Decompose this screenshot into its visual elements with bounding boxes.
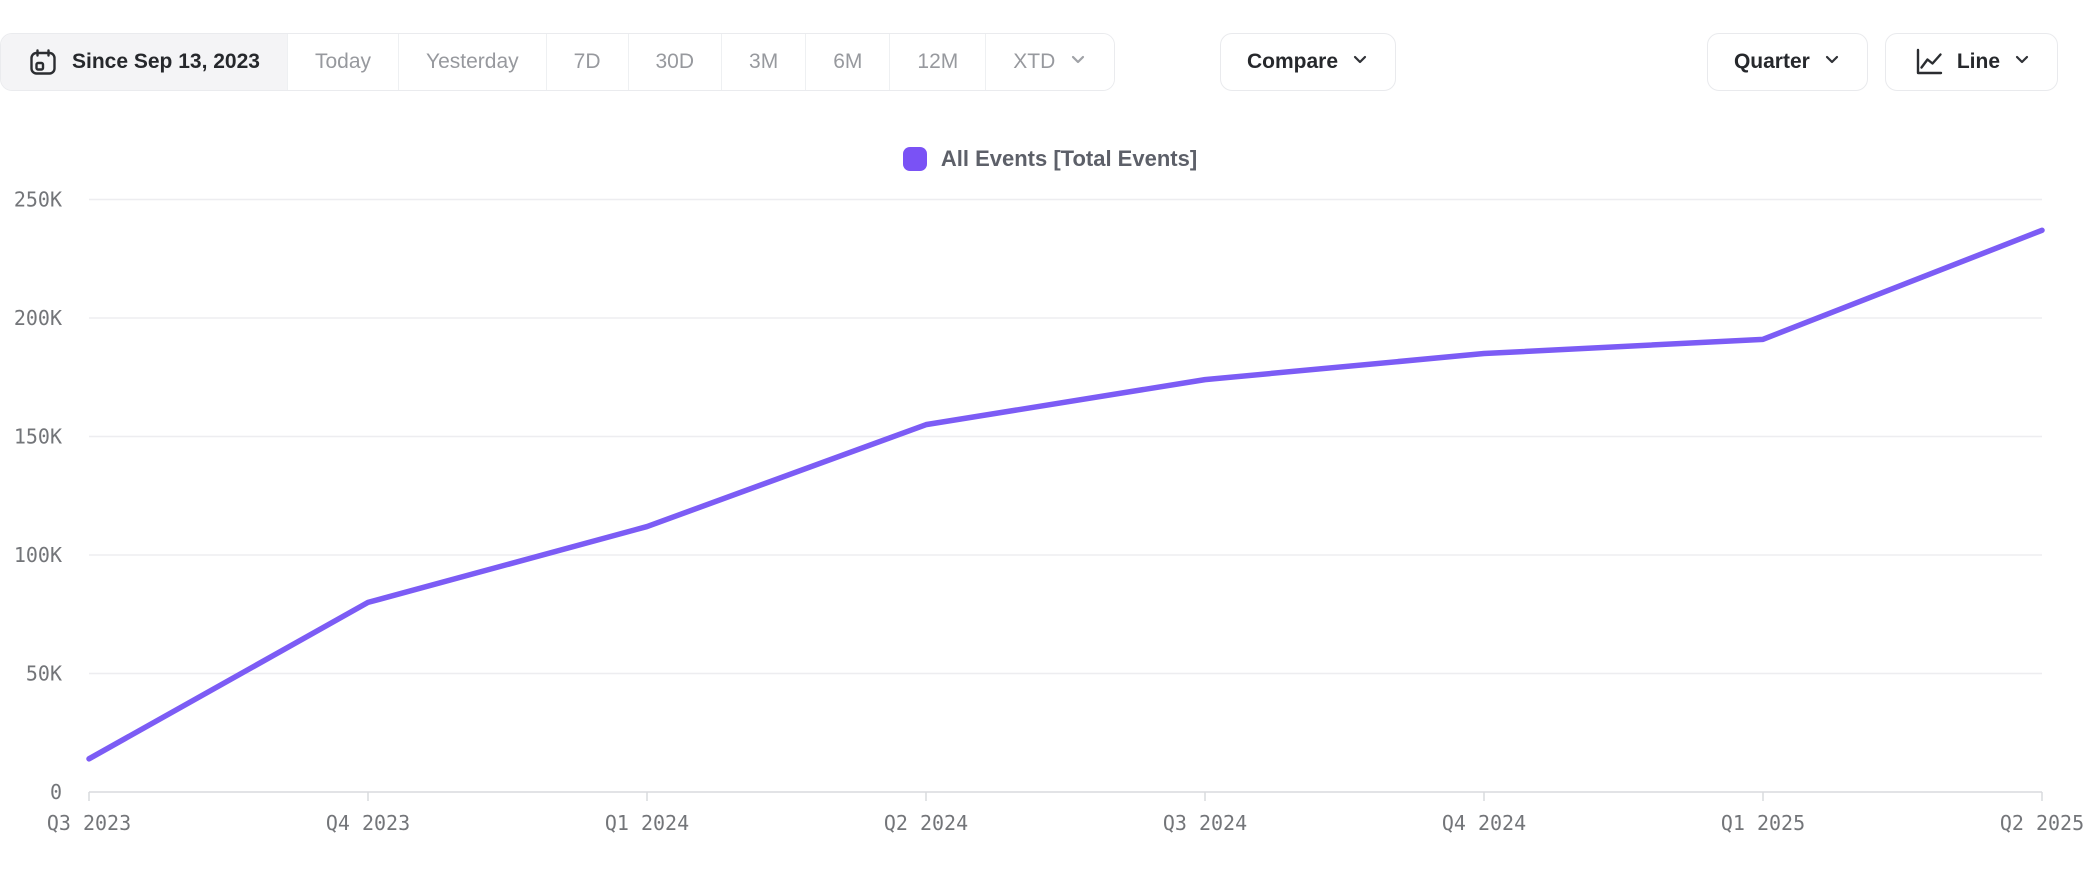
preset-7d-button[interactable]: 7D [545,34,628,90]
series-line [86,227,2045,762]
chart-legend: All Events [Total Events] [0,146,2100,172]
x-axis-label: Q1 2024 [605,811,689,835]
preset-yesterday-button[interactable]: Yesterday [398,34,546,90]
x-axis-label: Q4 2024 [1442,811,1526,835]
preset-xtd-button[interactable]: XTD [985,34,1115,90]
granularity-button[interactable]: Quarter [1706,33,1868,91]
y-axis-label: 150K [14,425,62,449]
compare-button[interactable]: Compare [1220,33,1397,91]
preset-6m-button[interactable]: 6M [805,34,890,90]
xtd-label: XTD [1013,50,1056,73]
x-axis-label: Q2 2025 [2000,811,2084,835]
chart-settings-group: Quarter Line [1706,33,2058,91]
chevron-down-icon [1823,50,1841,74]
line-chart[interactable]: 0 50K 100K 150K 200K 250K Q3 2023 Q4 2023 Q1 202… [0,130,2100,870]
preset-30d-button[interactable]: 30D [627,34,722,90]
legend-label: All Events [Total Events] [940,146,1198,171]
preset-today-button[interactable]: Today [286,34,399,90]
legend-swatch[interactable] [902,147,927,171]
date-range-button[interactable]: Since Sep 13, 2023 [1,34,287,90]
y-axis-label: 250K [14,188,62,212]
line-chart-icon [1912,46,1944,78]
chevron-down-icon [1351,50,1369,74]
chevron-down-icon [2013,50,2031,74]
x-axis-label: Q3 2024 [1163,811,1247,835]
y-axis-label: 0 [50,780,62,804]
calendar-icon [28,47,58,77]
preset-3m-button[interactable]: 3M [721,34,806,90]
chart-type-label: Line [1956,50,2000,73]
toolbar: Since Sep 13, 2023 Today Yesterday 7D 30… [0,33,2100,91]
date-range-segmented-control: Since Sep 13, 2023 Today Yesterday 7D 30… [0,33,1116,91]
y-axis-label: 50K [26,662,62,686]
y-axis-label: 200K [14,306,62,330]
granularity-label: Quarter [1733,50,1810,73]
x-axis-label: Q4 2023 [326,811,410,835]
compare-label: Compare [1247,50,1339,73]
chart-type-button[interactable]: Line [1884,33,2058,91]
date-range-label: Since Sep 13, 2023 [72,50,260,73]
x-axis-label: Q2 2024 [884,811,968,835]
preset-12m-button[interactable]: 12M [889,34,986,90]
x-axis-label: Q1 2025 [1721,811,1805,835]
y-axis-label: 100K [14,543,62,567]
x-axis-label: Q3 2023 [47,811,131,835]
chevron-down-icon [1069,50,1087,74]
